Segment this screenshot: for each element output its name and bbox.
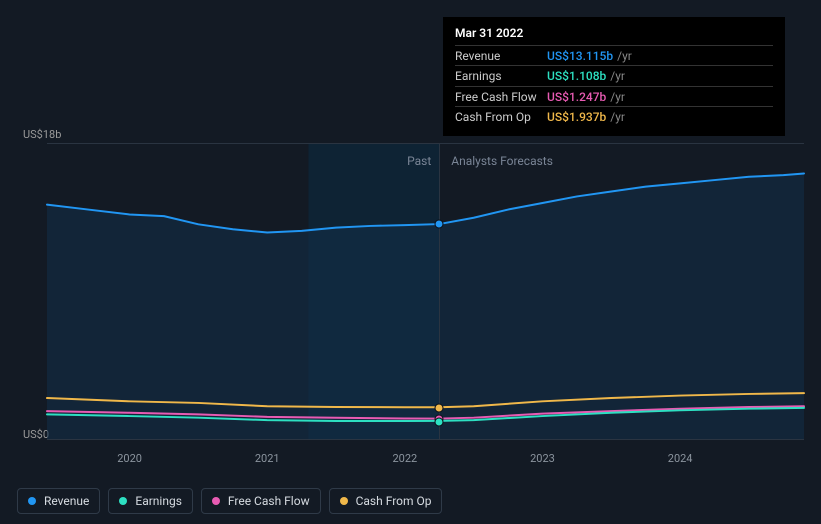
x-axis-tick: 2023 — [530, 452, 555, 465]
tooltip-metric-value: US$1.247b — [547, 89, 606, 105]
tooltip-metric-unit: /yr — [610, 68, 625, 84]
tooltip-metric-unit: /yr — [610, 109, 625, 125]
x-axis-tick: 2022 — [392, 452, 417, 465]
legend-dot-icon — [119, 497, 127, 505]
legend-dot-icon — [340, 497, 348, 505]
forecast-label: Analysts Forecasts — [451, 154, 553, 168]
chart-svg — [47, 144, 804, 439]
legend-label: Earnings — [135, 494, 182, 508]
past-label: Past — [407, 154, 431, 168]
legend-dot-icon — [212, 497, 220, 505]
legend-label: Free Cash Flow — [228, 494, 310, 508]
tooltip-metric-unit: /yr — [617, 48, 632, 64]
hover-marker — [435, 404, 444, 413]
legend: Revenue Earnings Free Cash Flow Cash From O… — [17, 488, 442, 514]
y-axis-label-max: US$18b — [23, 128, 61, 141]
tooltip-row: Cash From OpUS$1.937b/yr — [455, 106, 773, 126]
tooltip-row: Free Cash FlowUS$1.247b/yr — [455, 86, 773, 106]
x-axis-tick: 2020 — [117, 452, 142, 465]
legend-dot-icon — [28, 497, 36, 505]
tooltip-metric-label: Earnings — [455, 68, 547, 84]
tooltip-metric-value: US$13.115b — [547, 48, 613, 64]
x-axis-tick: 2021 — [255, 452, 280, 465]
legend-item-cash-from-op[interactable]: Cash From Op — [329, 488, 443, 514]
y-axis-label-min: US$0 — [23, 428, 49, 441]
hover-marker — [435, 417, 444, 426]
hover-tooltip: Mar 31 2022 RevenueUS$13.115b/yrEarnings… — [443, 17, 785, 136]
legend-label: Cash From Op — [356, 494, 432, 508]
tooltip-metric-label: Free Cash Flow — [455, 89, 547, 105]
tooltip-metric-label: Revenue — [455, 48, 547, 64]
x-axis-tick: 2024 — [668, 452, 693, 465]
tooltip-row: RevenueUS$13.115b/yr — [455, 45, 773, 65]
legend-item-revenue[interactable]: Revenue — [17, 488, 100, 514]
past-forecast-divider — [439, 144, 440, 439]
tooltip-date: Mar 31 2022 — [455, 25, 773, 41]
legend-item-earnings[interactable]: Earnings — [108, 488, 193, 514]
legend-item-free-cash-flow[interactable]: Free Cash Flow — [201, 488, 321, 514]
hover-marker — [435, 219, 444, 228]
tooltip-metric-value: US$1.937b — [547, 109, 606, 125]
plot-area[interactable]: Past Analysts Forecasts — [47, 143, 804, 440]
tooltip-metric-value: US$1.108b — [547, 68, 606, 84]
tooltip-metric-unit: /yr — [610, 89, 625, 105]
tooltip-row: EarningsUS$1.108b/yr — [455, 65, 773, 85]
tooltip-metric-label: Cash From Op — [455, 109, 547, 125]
legend-label: Revenue — [44, 494, 89, 508]
